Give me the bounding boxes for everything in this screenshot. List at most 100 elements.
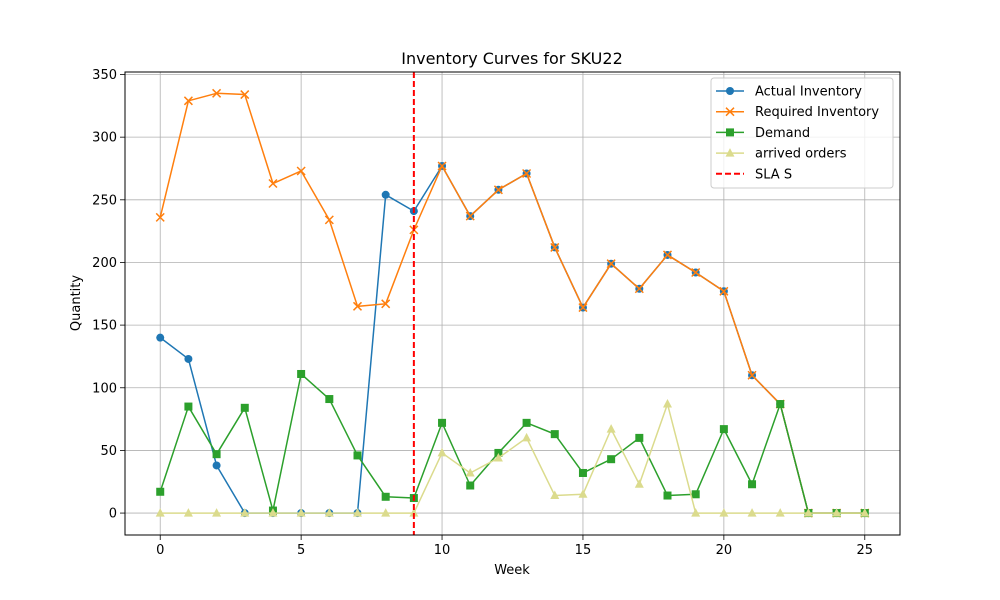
data-point bbox=[775, 508, 785, 517]
data-point bbox=[325, 395, 334, 404]
data-point bbox=[324, 215, 334, 225]
data-point bbox=[156, 487, 165, 496]
x-tick-label: 0 bbox=[156, 543, 164, 558]
data-point bbox=[183, 96, 193, 106]
legend-entry: Actual Inventory bbox=[716, 85, 862, 100]
legend-entry: Required Inventory bbox=[716, 105, 879, 120]
x-tick-label: 25 bbox=[856, 543, 873, 558]
data-point bbox=[437, 161, 447, 171]
legend-entry: SLA S bbox=[716, 167, 792, 182]
data-point bbox=[352, 301, 363, 311]
y-tick-label: 350 bbox=[92, 68, 117, 83]
data-point bbox=[381, 190, 390, 199]
data-point bbox=[324, 508, 334, 517]
data-point bbox=[438, 418, 447, 427]
data-series bbox=[155, 72, 870, 535]
data-point bbox=[662, 250, 673, 260]
legend-marker bbox=[725, 148, 735, 157]
data-point bbox=[832, 508, 842, 517]
data-point bbox=[465, 467, 475, 477]
data-point bbox=[494, 448, 503, 457]
data-point bbox=[155, 508, 165, 517]
x-tick-label: 15 bbox=[575, 543, 592, 558]
legend-marker bbox=[726, 87, 734, 95]
data-point bbox=[748, 480, 757, 489]
chart-title: Inventory Curves for SKU22 bbox=[401, 49, 623, 68]
data-point bbox=[381, 492, 390, 501]
series-line bbox=[159, 92, 865, 514]
data-point bbox=[409, 508, 419, 517]
data-point bbox=[297, 369, 306, 378]
data-point bbox=[493, 452, 503, 462]
data-point bbox=[493, 185, 503, 195]
legend-box bbox=[710, 77, 894, 189]
data-point bbox=[296, 166, 306, 176]
x-tick-label: 20 bbox=[716, 543, 733, 558]
data-point bbox=[776, 400, 785, 409]
data-point bbox=[184, 402, 193, 411]
data-point bbox=[155, 212, 165, 222]
data-point bbox=[212, 450, 221, 459]
data-point bbox=[296, 508, 306, 517]
data-point bbox=[466, 481, 475, 490]
plot-frame bbox=[124, 71, 901, 536]
data-point bbox=[663, 491, 672, 500]
legend-label: Required Inventory bbox=[755, 105, 879, 120]
legend-entry: arrived orders bbox=[716, 147, 847, 162]
y-tick-label: 100 bbox=[92, 381, 117, 396]
legend-marker bbox=[725, 107, 735, 117]
series-line bbox=[160, 403, 865, 514]
legend-label: Demand bbox=[755, 126, 810, 141]
data-point bbox=[578, 303, 588, 313]
data-point bbox=[606, 259, 616, 269]
data-point bbox=[522, 168, 532, 179]
data-point bbox=[578, 489, 588, 498]
data-point bbox=[635, 433, 644, 442]
data-point bbox=[607, 455, 616, 464]
x-tick-label: 10 bbox=[434, 543, 451, 558]
legend-label: Actual Inventory bbox=[755, 85, 862, 100]
y-tick-label: 0 bbox=[109, 507, 117, 522]
data-point bbox=[522, 432, 532, 442]
data-point bbox=[465, 211, 475, 221]
data-point bbox=[606, 424, 616, 433]
legend: Actual Inventory Required Inventory Demand… bbox=[710, 77, 894, 189]
legend-label: arrived orders bbox=[755, 147, 847, 162]
data-point bbox=[691, 508, 701, 517]
data-point bbox=[240, 508, 250, 517]
legend-marker bbox=[726, 128, 734, 137]
data-point bbox=[381, 508, 391, 517]
data-point bbox=[803, 508, 813, 517]
y-tick-label: 300 bbox=[92, 131, 117, 146]
x-tick-label: 5 bbox=[297, 543, 305, 558]
grid-lines bbox=[125, 72, 900, 535]
data-point bbox=[719, 508, 729, 517]
series-line bbox=[159, 373, 865, 514]
data-point bbox=[719, 425, 728, 434]
series-1 bbox=[155, 88, 870, 518]
data-point bbox=[550, 490, 560, 500]
data-point bbox=[212, 461, 221, 470]
data-point bbox=[240, 90, 250, 100]
y-tick-label: 200 bbox=[92, 256, 117, 271]
data-point bbox=[268, 508, 278, 517]
legend-entry: Demand bbox=[716, 126, 810, 141]
data-point bbox=[691, 490, 700, 499]
y-tick-label: 150 bbox=[92, 319, 117, 334]
data-point bbox=[550, 242, 560, 252]
data-point bbox=[747, 370, 757, 380]
data-point bbox=[663, 399, 672, 408]
data-point bbox=[381, 299, 391, 309]
data-point bbox=[550, 430, 559, 439]
series-3 bbox=[155, 399, 870, 517]
data-point bbox=[860, 508, 870, 517]
data-point bbox=[156, 333, 165, 342]
data-point bbox=[691, 267, 701, 278]
data-point bbox=[353, 451, 362, 460]
y-tick-label: 250 bbox=[92, 193, 117, 208]
data-point bbox=[634, 479, 644, 488]
data-point bbox=[183, 508, 193, 517]
data-point bbox=[437, 447, 447, 457]
